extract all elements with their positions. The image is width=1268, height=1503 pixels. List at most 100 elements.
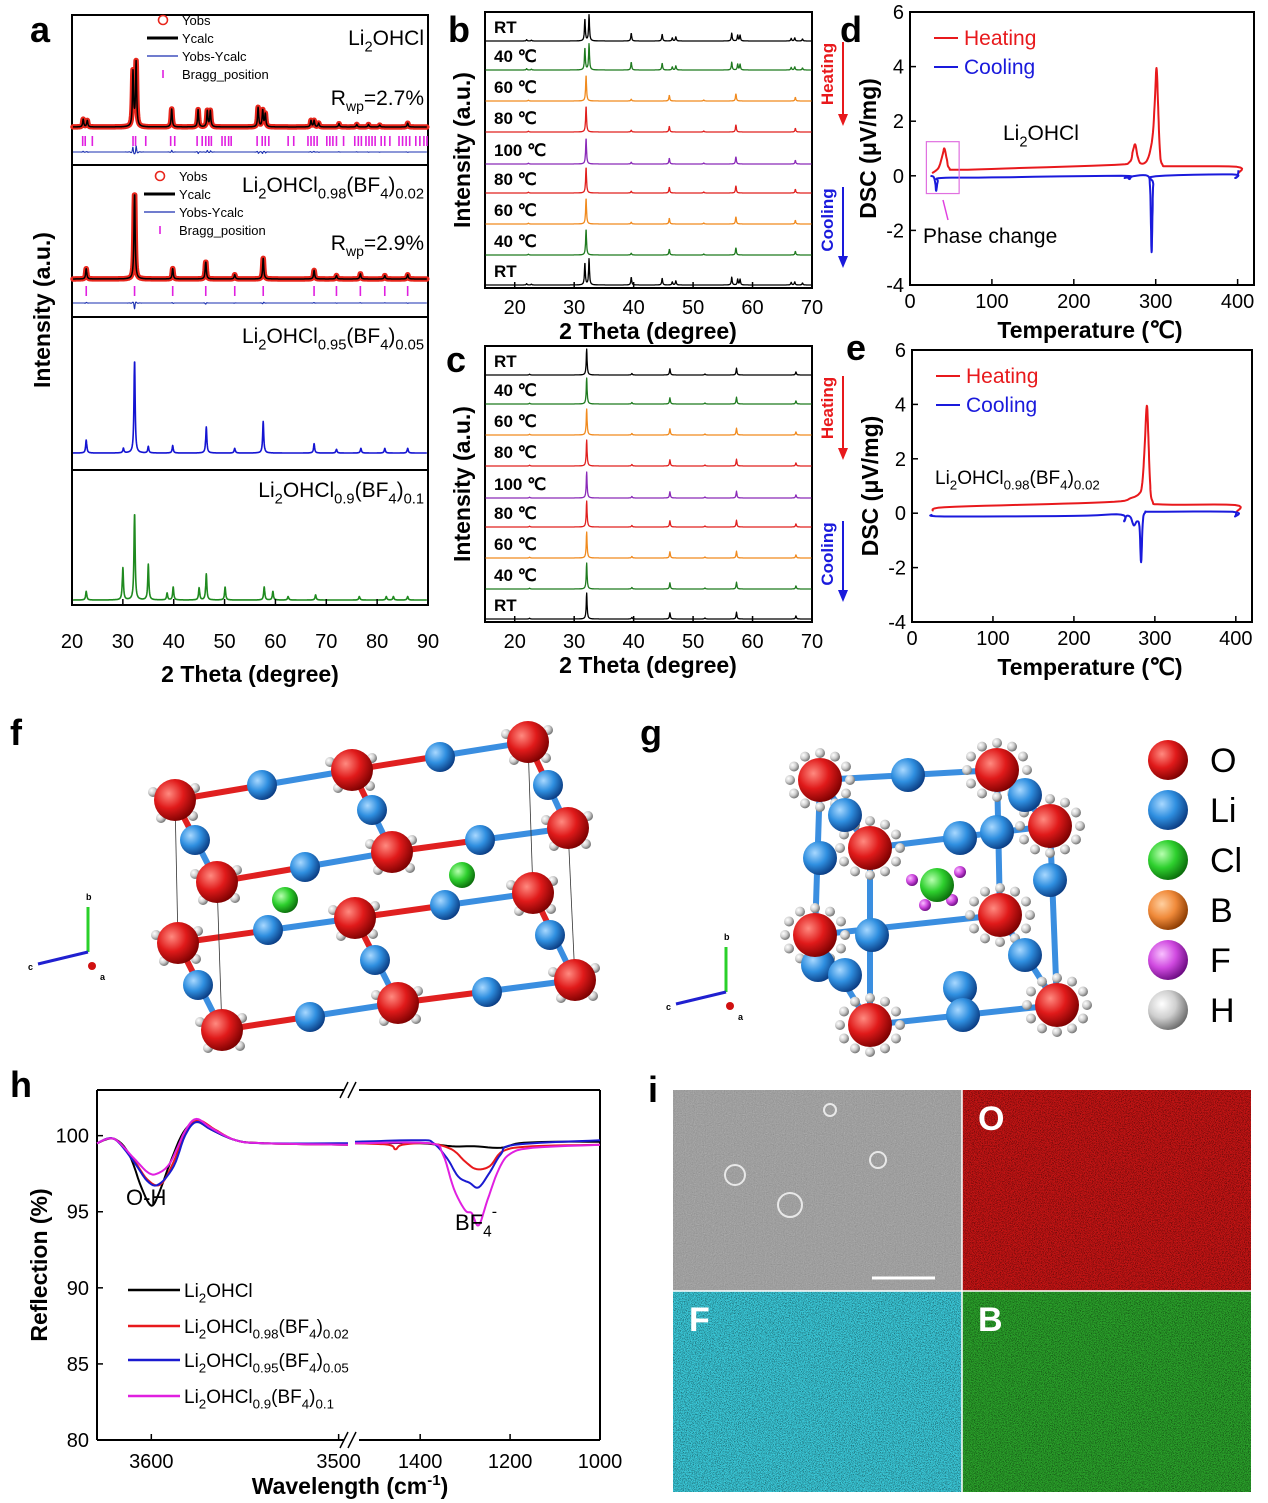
y-axis-title: Reflection (%) xyxy=(26,1188,52,1341)
atom-H xyxy=(880,1043,890,1054)
sample-formula: Li2OHCl xyxy=(348,27,424,55)
x-tick-label: 60 xyxy=(264,631,286,653)
legend-bragg-label: Bragg_position xyxy=(179,223,266,238)
subscript: 2 xyxy=(1019,134,1027,150)
subscript: 2 xyxy=(199,1397,206,1412)
cooling-arrowhead xyxy=(838,256,848,268)
atom-H xyxy=(969,896,980,907)
formula-text: Li xyxy=(258,479,274,502)
atom-H xyxy=(835,943,846,954)
atom-H xyxy=(1075,821,1085,831)
atom-H xyxy=(810,903,820,913)
atom-H xyxy=(1017,751,1028,762)
panel-c-variable-temperature-xrd: RT 40 ℃ 60 ℃ 80 ℃ 100 ℃ 80 ℃ 60 ℃ 40 ℃ RT 20 30 40 5… xyxy=(449,345,848,678)
atom-H xyxy=(1052,1027,1062,1037)
axis-break-mark xyxy=(347,1081,357,1099)
atom-H xyxy=(977,741,987,752)
x-tick-label: 200 xyxy=(1057,291,1090,313)
legend-element-label: Li xyxy=(1210,792,1236,830)
x-tick-label: 70 xyxy=(315,631,337,653)
x-tick-label: 100 xyxy=(975,291,1008,313)
legend-label: Li2OHCl xyxy=(184,1281,253,1306)
x-axis-title: Temperature (℃) xyxy=(997,654,1182,680)
x-tick-label: 1200 xyxy=(488,1451,533,1473)
formula-text: ) xyxy=(317,1351,323,1372)
atom-O xyxy=(201,1009,243,1051)
y-tick-label: 90 xyxy=(67,1278,89,1300)
x-tick-label: 50 xyxy=(213,631,235,653)
atom-H xyxy=(1077,1013,1088,1024)
atom-H xyxy=(800,751,810,762)
atom-O xyxy=(848,826,892,870)
map-texture xyxy=(962,1291,1251,1492)
y-tick-label: 95 xyxy=(67,1202,89,1224)
row-temperature-label: 80 ℃ xyxy=(494,170,537,189)
unit-cell-edge xyxy=(567,827,576,981)
formula-text: Li xyxy=(184,1387,199,1408)
bf4-annotation: BF4- xyxy=(455,1204,497,1241)
atom-Cl xyxy=(449,862,475,888)
atom-O xyxy=(1028,804,1072,848)
axis-break-mark xyxy=(339,1431,349,1449)
atom-Li xyxy=(828,798,862,832)
subscript: 2 xyxy=(199,1327,206,1342)
x-tick-label: 0 xyxy=(906,628,917,650)
atom-Li xyxy=(1033,863,1067,897)
row-temperature-label: 40 ℃ xyxy=(494,381,537,400)
formula-text: (BF xyxy=(346,325,380,348)
atom-O xyxy=(848,1003,892,1047)
formula-text: ) xyxy=(1068,468,1074,489)
axis-label-c: c xyxy=(666,1002,671,1012)
atom-Li xyxy=(943,821,977,855)
atom-H xyxy=(789,761,800,772)
plot-frame xyxy=(909,11,1255,286)
legend-label: Li2OHCl0.98(BF4)0.02 xyxy=(184,1317,349,1342)
formula-text: BF xyxy=(455,1210,483,1235)
xrd-row-series xyxy=(485,42,812,71)
atom-Li xyxy=(801,948,835,982)
atom-H xyxy=(1060,797,1070,808)
x-tick-label: 50 xyxy=(682,297,704,319)
x-tick-label: 30 xyxy=(112,631,134,653)
atom-H xyxy=(840,788,851,799)
atom-O xyxy=(196,861,238,903)
x-tick-label: 1400 xyxy=(398,1451,443,1473)
particle xyxy=(777,1192,803,1218)
y-tick-label: 80 xyxy=(67,1430,89,1452)
xrd-subpanel: Yobs Ycalc Yobs-Ycalc Bragg_position Rwp=2.9… xyxy=(70,164,430,318)
cooling-label: Cooling xyxy=(818,188,837,251)
xrd-row-series xyxy=(485,348,812,376)
panel-b-variable-temperature-xrd: RT 40 ℃ 60 ℃ 80 ℃ 100 ℃ 80 ℃ 60 ℃ 40 ℃ RT 20 30 40 5… xyxy=(449,11,848,344)
x-tick-label: 3500 xyxy=(316,1451,361,1473)
panel-label-i: i xyxy=(648,1069,658,1110)
x-tick-label: 300 xyxy=(1139,291,1172,313)
atom-O xyxy=(975,748,1019,792)
xrd-row-series xyxy=(485,106,812,133)
sem-image xyxy=(673,1090,962,1291)
atom-O xyxy=(331,749,373,791)
x-tick-label: 3600 xyxy=(129,1451,174,1473)
atom-Li xyxy=(855,918,889,952)
xrd-row-series xyxy=(485,531,812,559)
subscript: 0.02 xyxy=(1074,478,1100,493)
subscript: 0.95 xyxy=(253,1361,279,1376)
dsc-heating-series xyxy=(931,67,1244,174)
atom-H xyxy=(815,748,825,758)
atom-H xyxy=(992,792,1002,802)
element-map-label: F xyxy=(689,1301,710,1339)
y-tick-label: -2 xyxy=(886,220,904,242)
unit-cell-edge xyxy=(174,799,179,944)
dsc-heating-series xyxy=(931,404,1242,513)
yobs-ycalc-series xyxy=(72,145,428,155)
unit-cell-edge xyxy=(216,881,223,1031)
atom-Li xyxy=(943,971,977,1005)
dsc-cooling-series xyxy=(929,510,1240,564)
atom-O xyxy=(512,872,554,914)
legend-element-label: Cl xyxy=(1210,842,1242,880)
x-tick-label: 200 xyxy=(1057,628,1090,650)
atom-H xyxy=(1070,834,1081,845)
atom-H xyxy=(785,775,795,785)
atom-O xyxy=(157,922,199,964)
y-tick-label: 4 xyxy=(895,394,906,416)
atom-H xyxy=(1022,765,1032,775)
